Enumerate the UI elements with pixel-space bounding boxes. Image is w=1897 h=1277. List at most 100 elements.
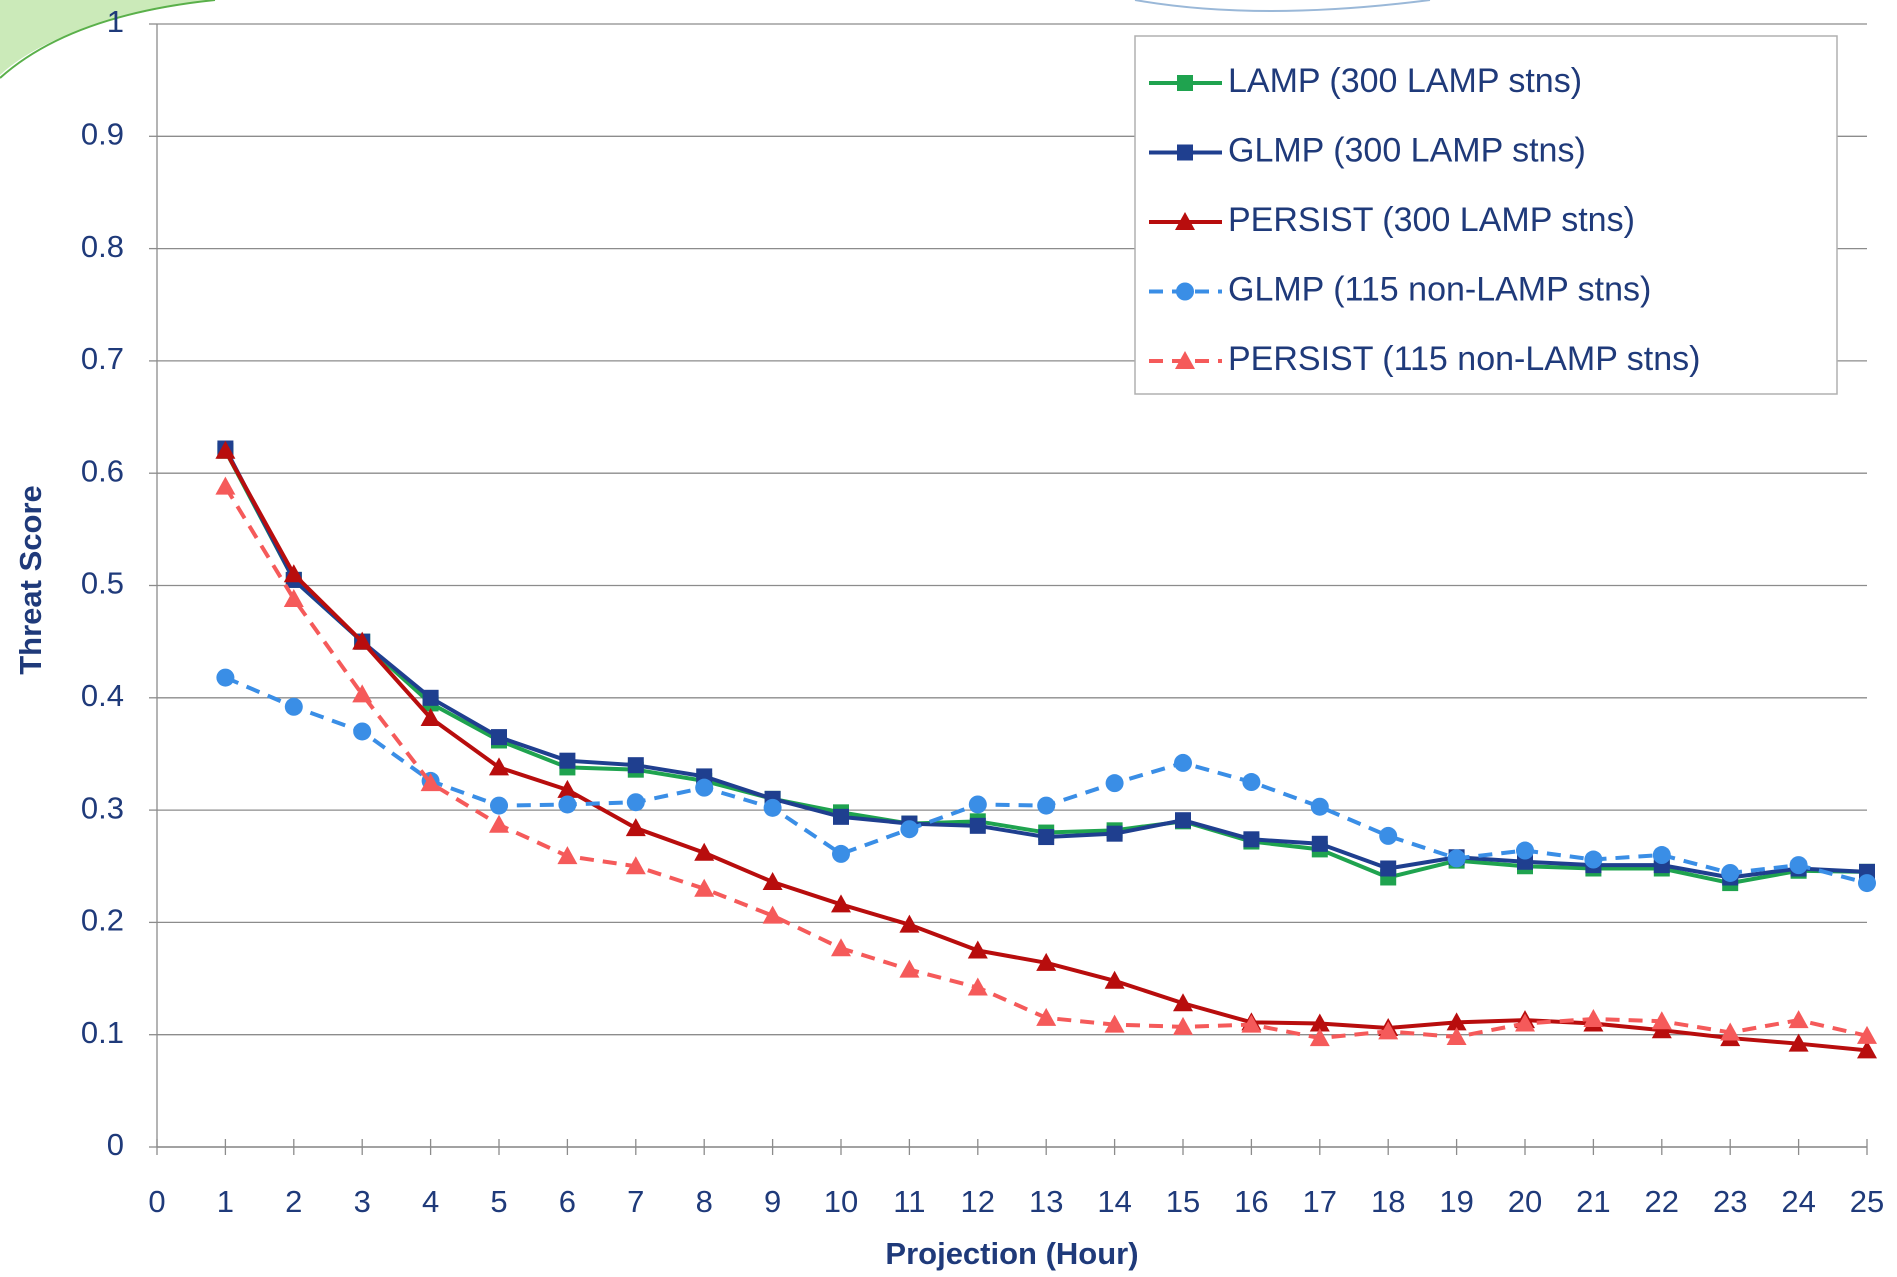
x-tick-label: 23 xyxy=(1713,1184,1747,1219)
axes: 00.10.20.30.40.50.60.70.80.910 1 2 3 4 5 6 7 8 9 1… xyxy=(81,4,1884,1219)
legend-label: GLMP (115 non-LAMP stns) xyxy=(1228,270,1651,308)
marker xyxy=(1447,849,1466,868)
marker xyxy=(1177,144,1193,161)
x-tick-label: 1 xyxy=(217,1184,234,1219)
marker xyxy=(1175,351,1195,369)
legend: LAMP (300 LAMP stns) GLMP (300 LAMP stns)… xyxy=(1149,62,1700,378)
marker xyxy=(353,722,372,741)
marker xyxy=(1857,1040,1877,1059)
x-tick-label: 5 xyxy=(490,1184,507,1219)
marker xyxy=(626,793,645,812)
marker xyxy=(1173,993,1193,1012)
x-tick-label: 14 xyxy=(1097,1184,1131,1219)
x-tick-label: 25 xyxy=(1850,1184,1884,1219)
y-tick-label: 0.5 xyxy=(81,566,124,601)
marker xyxy=(216,668,235,687)
marker xyxy=(625,818,646,837)
marker xyxy=(420,708,441,727)
marker xyxy=(1584,850,1603,869)
marker xyxy=(1379,826,1398,845)
marker xyxy=(352,631,373,650)
marker xyxy=(1380,860,1397,877)
marker xyxy=(489,814,509,833)
legend-label: LAMP (300 LAMP stns) xyxy=(1228,62,1582,100)
y-tick-label: 0.9 xyxy=(81,116,124,151)
x-tick-label: 16 xyxy=(1234,1184,1268,1219)
x-tick-label: 8 xyxy=(696,1184,713,1219)
x-tick-label: 6 xyxy=(559,1184,576,1219)
marker xyxy=(489,757,509,776)
x-tick-label: 10 xyxy=(824,1184,858,1219)
y-tick-label: 0.8 xyxy=(81,229,124,264)
marker xyxy=(1104,1014,1125,1033)
marker xyxy=(422,689,439,706)
x-tick-label: 12 xyxy=(961,1184,995,1219)
x-tick-label: 9 xyxy=(764,1184,781,1219)
marker xyxy=(1243,831,1260,848)
marker xyxy=(1446,1026,1467,1045)
x-tick-label: 20 xyxy=(1508,1184,1542,1219)
marker xyxy=(694,878,715,897)
marker xyxy=(627,757,644,774)
marker xyxy=(1857,1025,1877,1044)
marker xyxy=(1516,841,1534,860)
legend-label: GLMP (300 LAMP stns) xyxy=(1228,131,1586,169)
decoration xyxy=(0,0,215,75)
marker xyxy=(1311,835,1328,852)
marker xyxy=(1720,1022,1741,1041)
marker xyxy=(1515,1013,1535,1032)
marker xyxy=(899,914,920,933)
marker xyxy=(762,905,783,924)
marker xyxy=(1175,812,1191,829)
marker xyxy=(833,808,849,825)
marker xyxy=(491,729,507,746)
y-tick-label: 0.1 xyxy=(81,1015,124,1050)
marker xyxy=(215,440,236,459)
marker xyxy=(1177,75,1193,91)
marker xyxy=(1309,1028,1330,1047)
marker xyxy=(1175,212,1195,230)
marker xyxy=(968,795,987,814)
marker xyxy=(283,588,304,607)
x-tick-label: 3 xyxy=(354,1184,371,1219)
x-tick-label: 19 xyxy=(1439,1184,1473,1219)
marker xyxy=(1038,829,1055,846)
legend-label: PERSIST (115 non-LAMP stns) xyxy=(1228,340,1700,378)
marker xyxy=(1788,1033,1809,1052)
marker xyxy=(763,798,782,817)
marker xyxy=(1651,1011,1672,1030)
marker xyxy=(558,795,577,814)
y-tick-label: 1 xyxy=(107,4,124,39)
y-tick-label: 0.3 xyxy=(81,790,124,825)
series-line xyxy=(224,675,1868,886)
x-tick-label: 21 xyxy=(1576,1184,1610,1219)
marker xyxy=(831,894,851,913)
marker xyxy=(1106,825,1123,842)
marker xyxy=(1173,1016,1193,1035)
x-tick-label: 4 xyxy=(422,1184,439,1219)
marker xyxy=(1242,773,1261,792)
y-axis-title: Threat Score xyxy=(13,485,48,675)
x-tick-label: 15 xyxy=(1166,1184,1200,1219)
marker xyxy=(1176,282,1194,301)
marker xyxy=(625,856,646,875)
marker xyxy=(1174,753,1192,772)
marker xyxy=(559,752,576,769)
legend-label: PERSIST (300 LAMP stns) xyxy=(1228,201,1635,239)
marker xyxy=(832,844,850,863)
x-tick-label: 0 xyxy=(148,1184,165,1219)
decoration xyxy=(0,0,216,79)
marker xyxy=(694,842,715,861)
marker xyxy=(1309,1013,1330,1032)
marker xyxy=(1858,874,1876,893)
marker xyxy=(1036,952,1057,971)
marker xyxy=(352,684,373,703)
marker xyxy=(1037,796,1056,815)
marker xyxy=(1241,1014,1262,1033)
marker xyxy=(967,977,988,996)
marker xyxy=(490,796,508,815)
series-line xyxy=(223,449,1868,886)
x-tick-label: 2 xyxy=(285,1184,302,1219)
